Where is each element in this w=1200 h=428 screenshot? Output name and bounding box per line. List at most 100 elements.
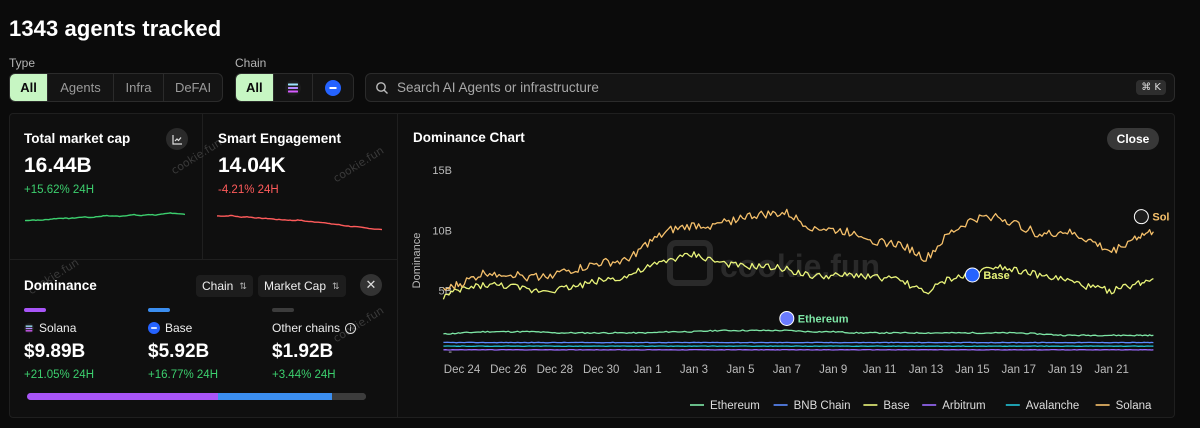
chain-select[interactable]: Chain ⇅ [196, 275, 253, 297]
dominance-solana-value: $9.89B [24, 341, 86, 362]
callout-label: Base [983, 270, 1009, 282]
dominance-other: Other chains i $1.92B +3.44% 24H [272, 308, 357, 381]
legend-item-solana[interactable]: Solana [1095, 400, 1152, 412]
type-filter: All Agents Infra DeFAI [9, 73, 223, 102]
market-cap-card: Total market cap 16.44B +15.62% 24H [24, 131, 130, 196]
market-cap-sparkline [25, 212, 185, 222]
y-axis-label: Dominance [411, 233, 423, 289]
x-tick-label: Jan 11 [863, 364, 897, 376]
dominance-other-value: $1.92B [272, 341, 334, 362]
market-cap-value: 16.44B [24, 154, 92, 177]
callout-ethereum: Ethereum [779, 310, 849, 326]
chart-watermark-text: cookie.fun [720, 248, 880, 284]
dominance-title: Dominance [24, 278, 97, 293]
x-tick-label: Dec 28 [537, 364, 573, 376]
chain-select-value: Chain [202, 279, 234, 293]
legend-item-bnb-chain[interactable]: BNB Chain [773, 400, 851, 412]
x-tick-label: Dec 30 [583, 364, 619, 376]
metric-select[interactable]: Market Cap ⇅ [258, 275, 346, 297]
legend-item-arbitrum[interactable]: Arbitrum [922, 400, 986, 412]
type-option-infra[interactable]: Infra [114, 74, 164, 101]
series-line-base [442, 251, 1154, 300]
x-tick-label: Jan 21 [1094, 364, 1129, 376]
y-tick-label: 15B [432, 165, 452, 177]
chain-option-base[interactable] [313, 74, 353, 101]
callout-label: Ethereum [798, 313, 849, 325]
base-color-bar [148, 308, 170, 312]
divider [10, 259, 397, 260]
legend-label: Base [883, 400, 909, 412]
x-tick-label: Jan 5 [726, 364, 754, 376]
type-filter-label: Type [9, 56, 36, 70]
dominance-solana: Solana $9.89B +21.05% 24H [24, 308, 94, 381]
type-option-all[interactable]: All [10, 74, 48, 101]
legend-label: Solana [1116, 400, 1152, 412]
x-tick-label: Jan 1 [634, 364, 662, 376]
x-tick-label: Jan 7 [773, 364, 801, 376]
chain-filter-label: Chain [235, 56, 267, 70]
type-option-agents[interactable]: Agents [48, 74, 114, 101]
chain-option-all[interactable]: All [236, 74, 274, 101]
chart-close-button[interactable]: Close [1107, 128, 1159, 150]
dominance-base-value: $5.92B [148, 341, 210, 362]
solana-icon [1133, 209, 1149, 225]
chain-filter: All [235, 73, 354, 102]
engagement-title: Smart Engagement [218, 131, 342, 146]
info-icon[interactable]: i [345, 322, 357, 334]
callout-label: Solana [1152, 212, 1170, 224]
series-line-ethereum [443, 329, 1154, 337]
type-option-defai[interactable]: DeFAI [174, 80, 212, 95]
legend-item-ethereum[interactable]: Ethereum [690, 400, 760, 412]
series-line-solana [442, 208, 1154, 291]
dominance-other-name: Other chains [272, 321, 341, 335]
divider [202, 114, 203, 260]
page-title: 1343 agents tracked [9, 16, 222, 41]
dominance-share-bar [27, 393, 366, 400]
legend-item-avalanche[interactable]: Avalanche [1005, 400, 1080, 412]
engagement-value: 14.04K [218, 154, 286, 177]
chart-title: Dominance Chart [413, 130, 525, 145]
chart-toggle-button[interactable] [166, 128, 188, 150]
divider [397, 114, 398, 417]
line-chart-icon [171, 134, 182, 145]
solana-icon [285, 79, 302, 96]
chain-option-solana[interactable] [274, 74, 314, 101]
engagement-trend-line [217, 214, 382, 231]
series-line-bnb-chain [443, 341, 1154, 344]
search-bar: ⌘ K [365, 73, 1175, 102]
dominance-base: Base $5.92B +16.77% 24H [148, 308, 218, 381]
engagement-sparkline [217, 214, 382, 231]
callout-base: Base [964, 267, 1010, 283]
x-tick-label: Jan 17 [1002, 364, 1037, 376]
sort-icon: ⇅ [332, 280, 340, 291]
base-icon [148, 322, 160, 334]
dominance-close-button[interactable]: ✕ [360, 274, 382, 296]
legend-label: BNB Chain [794, 400, 851, 412]
dominance-solana-name: Solana [39, 321, 77, 335]
x-tick-label: Jan 15 [955, 364, 990, 376]
legend-item-base[interactable]: Base [863, 400, 910, 412]
dashboard-panel [9, 113, 1175, 418]
search-icon [376, 81, 388, 94]
close-icon: ✕ [365, 277, 377, 292]
search-shortcut: ⌘ K [1136, 80, 1166, 95]
legend-label: Avalanche [1026, 400, 1080, 412]
share-segment-base [218, 393, 333, 400]
ethereum-icon [779, 310, 795, 326]
legend-label: Ethereum [710, 400, 760, 412]
x-tick-label: Jan 13 [909, 364, 944, 376]
callout-solana: Solana [1133, 209, 1170, 225]
market-cap-change: +15.62% 24H [24, 184, 95, 196]
market-cap-title: Total market cap [24, 131, 131, 146]
search-input[interactable] [397, 80, 1137, 95]
base-icon [964, 267, 980, 283]
y-tick-label: - [448, 346, 452, 358]
dominance-base-name: Base [165, 321, 193, 335]
solana-icon [24, 323, 34, 333]
dominance-solana-change: +21.05% 24H [24, 369, 95, 381]
sort-icon: ⇅ [239, 280, 247, 291]
legend-label: Arbitrum [942, 400, 985, 412]
series-line-avalanche [443, 345, 1154, 348]
